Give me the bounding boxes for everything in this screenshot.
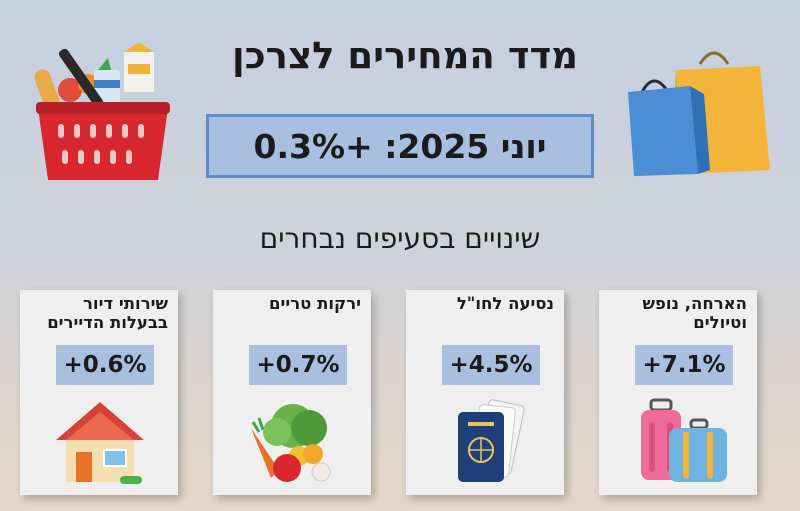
category-card-travel-abroad: נסיעה לחו"ל +4.5% — [406, 290, 564, 495]
section-subtitle: שינויים בסעיפים נבחרים — [259, 222, 541, 255]
vegetables-icon — [251, 404, 331, 482]
page-title: מדד המחירים לצרכן — [232, 34, 578, 77]
headline-value: יוני 2025: +0.3% — [253, 126, 547, 166]
card-label: נסיעה לחו"ל — [456, 294, 554, 313]
card-value: +7.1% — [635, 345, 733, 385]
house-icon — [56, 402, 144, 484]
category-card-housing: שירותי דיור בבעלות הדיירים +0.6% — [20, 290, 178, 495]
category-card-lodging: הארחה, נופש וטיולים +7.1% — [599, 290, 757, 495]
card-label: שירותי דיור בבעלות הדיירים — [47, 294, 168, 332]
card-value: +4.5% — [442, 345, 540, 385]
card-label: ירקות טריים — [269, 294, 361, 313]
headline-box: יוני 2025: +0.3% — [206, 114, 594, 178]
category-card-vegetables: ירקות טריים +0.7% — [213, 290, 371, 495]
card-label: הארחה, נופש וטיולים — [642, 294, 747, 332]
passport-icon — [458, 399, 525, 482]
card-value: +0.7% — [249, 345, 347, 385]
suitcase-icon — [641, 398, 727, 482]
shopping-bags-icon — [628, 51, 770, 176]
shopping-basket-icon — [34, 42, 170, 180]
card-value: +0.6% — [56, 345, 154, 385]
